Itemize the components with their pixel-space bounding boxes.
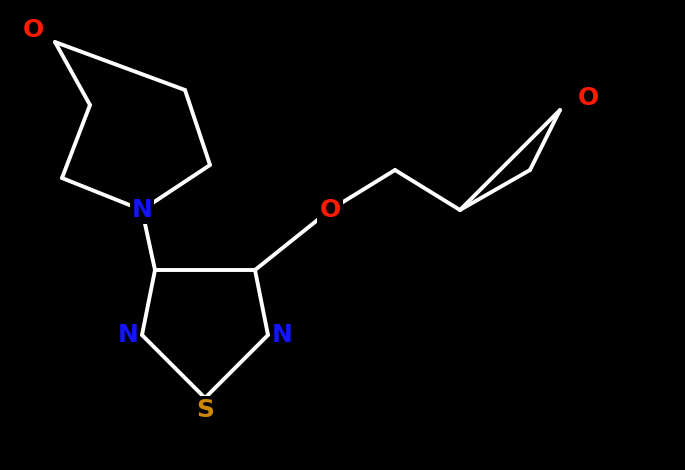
Text: O: O: [577, 86, 599, 110]
Text: N: N: [118, 323, 138, 347]
Text: N: N: [132, 198, 153, 222]
Text: S: S: [196, 398, 214, 422]
Text: N: N: [271, 323, 292, 347]
Text: O: O: [23, 18, 44, 42]
Text: O: O: [319, 198, 340, 222]
